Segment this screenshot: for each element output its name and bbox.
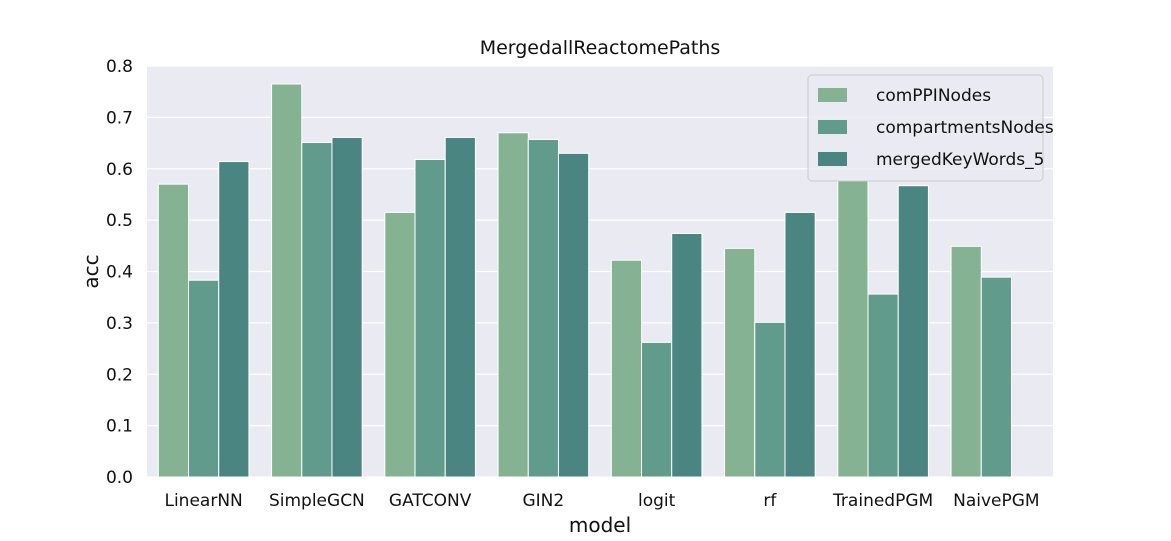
bar-mergedKeyWords_5-rf	[784, 211, 816, 478]
y-axis-ticks: 0.0 0.1 0.2 0.3 0.4 0.5 0.6 0.7 0.8	[106, 57, 133, 488]
bar-compartmentsNodes-TrainedPGM	[867, 293, 899, 478]
y-axis-label: acc	[79, 254, 103, 288]
x-tick-label: logit	[638, 491, 676, 511]
bar-comPPINodes-rf	[724, 247, 756, 478]
y-tick-label: 0.3	[106, 314, 133, 334]
bar-mergedKeyWords_5-SimpleGCN	[331, 136, 363, 478]
legend-label: mergedKeyWords_5	[876, 150, 1044, 170]
legend-label: compartmentsNodes	[876, 118, 1054, 138]
x-tick-label: GIN2	[523, 491, 565, 511]
y-tick-label: 0.8	[106, 57, 133, 77]
bar-mergedKeyWords_5-GIN2	[557, 152, 590, 478]
y-tick-label: 0.4	[106, 263, 133, 283]
bar-comPPINodes-TrainedPGM	[837, 179, 869, 478]
y-tick-label: 0.6	[106, 160, 133, 180]
x-tick-label: NaivePGM	[953, 491, 1039, 511]
bar-mergedKeyWords_5-logit	[671, 232, 703, 478]
x-axis-label: model	[569, 513, 631, 536]
legend-swatch-compartmentsNodes	[818, 120, 847, 134]
bar-comPPINodes-GIN2	[497, 132, 529, 478]
legend: comPPINodes compartmentsNodes mergedKeyWor…	[807, 74, 1054, 182]
legend-label: comPPINodes	[876, 86, 991, 106]
bar-mergedKeyWords_5-TrainedPGM	[897, 185, 929, 478]
bar-compartmentsNodes-rf	[754, 321, 786, 478]
bar-comPPINodes-SimpleGCN	[271, 83, 303, 478]
bar-comPPINodes-LinearNN	[157, 183, 190, 478]
y-tick-label: 0.1	[106, 417, 133, 437]
x-axis-ticks: LinearNN SimpleGCN GATCONV GIN2 logit rf Train…	[164, 491, 1039, 511]
bar-mergedKeyWords_5-GATCONV	[444, 136, 476, 478]
bar-mergedKeyWords_5-LinearNN	[218, 161, 250, 478]
bar-compartmentsNodes-NaivePGM	[980, 276, 1012, 478]
x-tick-label: GATCONV	[389, 491, 472, 511]
bar-compartmentsNodes-LinearNN	[188, 279, 220, 478]
bar-comPPINodes-logit	[610, 259, 643, 478]
bars	[157, 83, 1012, 478]
y-tick-label: 0.0	[106, 468, 133, 488]
legend-swatch-comPPINodes	[818, 88, 847, 102]
bar-comPPINodes-GATCONV	[384, 211, 416, 478]
x-tick-label: TrainedPGM	[832, 491, 933, 511]
x-tick-label: rf	[763, 491, 777, 511]
x-tick-label: LinearNN	[164, 491, 242, 511]
y-tick-label: 0.5	[106, 211, 133, 231]
bar-comPPINodes-NaivePGM	[950, 245, 982, 478]
bar-compartmentsNodes-SimpleGCN	[301, 142, 333, 478]
legend-swatch-mergedKeyWords_5	[818, 152, 847, 166]
y-tick-label: 0.2	[106, 365, 133, 385]
legend-box	[807, 74, 1044, 182]
x-tick-label: SimpleGCN	[269, 491, 365, 511]
chart-title: MergedallReactomePaths	[480, 37, 721, 59]
bar-compartmentsNodes-GATCONV	[414, 159, 446, 478]
y-tick-label: 0.7	[106, 108, 133, 128]
bar-compartmentsNodes-GIN2	[527, 138, 559, 478]
bar-compartmentsNodes-logit	[641, 341, 673, 478]
